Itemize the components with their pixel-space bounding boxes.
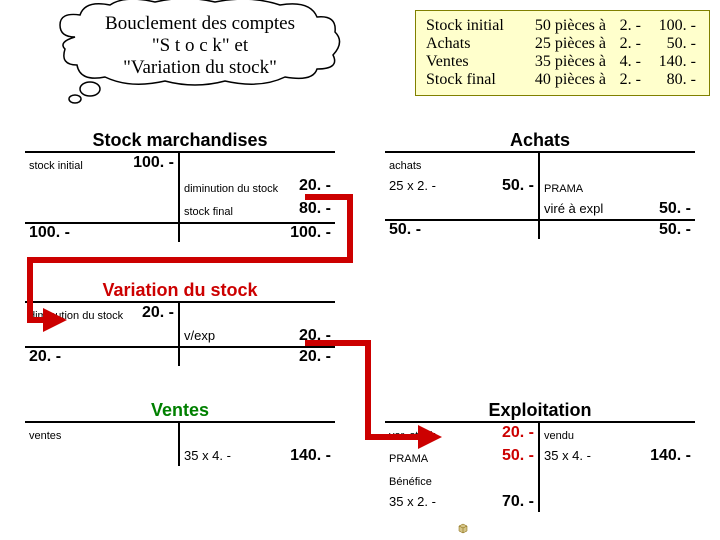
account-row: Bénéfice	[385, 469, 695, 492]
account-row: diminution du stock 20. -	[25, 303, 335, 326]
info-qty: 25 pièces à	[521, 35, 606, 53]
bubble-line2: "S t o c k" et	[70, 35, 330, 57]
info-label: Stock final	[426, 71, 521, 89]
info-qty: 35 pièces à	[521, 53, 606, 71]
account-close: 100. - 100. -	[25, 222, 335, 242]
row-right-amount: 20. -	[299, 326, 331, 346]
info-price: 2. -	[606, 35, 641, 53]
row-right-label: viré à expl	[544, 199, 603, 219]
row-left-label: var. stock	[389, 423, 435, 446]
row-left-amount: 70. -	[502, 492, 534, 512]
row-left-label: 35 x 2. -	[389, 492, 436, 512]
row-right-amount: 140. -	[290, 446, 331, 466]
row-right-label: 35 x 4. -	[184, 446, 231, 466]
row-right-label: PRAMA	[544, 176, 583, 199]
cube-icon	[457, 522, 469, 534]
info-row: Stock initial50 pièces à2. -100. -	[426, 17, 699, 35]
row-right-label: v/exp	[184, 326, 215, 346]
info-total: 50. -	[641, 35, 696, 53]
info-row: Achats25 pièces à2. -50. -	[426, 35, 699, 53]
account-title: Stock marchandises	[25, 130, 335, 151]
account-row: achats	[385, 153, 695, 176]
account-variation: Variation du stockdiminution du stock 20.…	[25, 280, 335, 366]
account-row: PRAMA 50. - 35 x 4. - 140. -	[385, 446, 695, 469]
thought-bubble: Bouclement des comptes "S t o c k" et "V…	[70, 5, 330, 85]
info-total: 100. -	[641, 17, 696, 35]
row-right-label: 35 x 4. -	[544, 446, 591, 469]
row-right-label: diminution du stock	[184, 176, 278, 199]
row-left-amount: 50. -	[502, 446, 534, 469]
close-right: 20. -	[299, 348, 331, 366]
bubble-line1: Bouclement des comptes	[70, 13, 330, 35]
info-label: Ventes	[426, 53, 521, 71]
info-label: Stock initial	[426, 17, 521, 35]
close-left: 20. -	[29, 348, 61, 366]
info-price: 2. -	[606, 71, 641, 89]
row-right-amount: 20. -	[299, 176, 331, 199]
info-total: 140. -	[641, 53, 696, 71]
row-left-amount: 50. -	[502, 176, 534, 199]
account-row: 35 x 4. - 140. -	[25, 446, 335, 466]
row-right-amount: 80. -	[299, 199, 331, 222]
info-label: Achats	[426, 35, 521, 53]
close-left: 50. -	[389, 221, 421, 239]
row-left-label: ventes	[29, 423, 61, 446]
account-achats: Achatsachats25 x 2. - 50. - PRAMAviré à ex…	[385, 130, 695, 239]
row-left-amount: 20. -	[142, 303, 174, 326]
row-left-amount: 100. -	[133, 153, 174, 176]
row-left-label: achats	[389, 153, 421, 176]
close-right: 50. -	[659, 221, 691, 239]
account-title: Ventes	[25, 400, 335, 421]
account-row: v/exp 20. -	[25, 326, 335, 346]
account-close: 50. - 50. -	[385, 219, 695, 239]
account-ventes: Ventesventes 35 x 4. - 140. -	[25, 400, 335, 466]
row-left-label: PRAMA	[389, 446, 428, 469]
info-row: Stock final40 pièces à2. -80. -	[426, 71, 699, 89]
stock-info-box: Stock initial50 pièces à2. -100. -Achats…	[415, 10, 710, 96]
row-left-label: diminution du stock	[29, 303, 123, 326]
row-right-amount: 50. -	[659, 199, 691, 219]
info-price: 4. -	[606, 53, 641, 71]
row-left-label: 25 x 2. -	[389, 176, 436, 199]
info-price: 2. -	[606, 17, 641, 35]
account-row: diminution du stock 20. -	[25, 176, 335, 199]
row-right-label: vendu	[544, 423, 574, 446]
account-row: 35 x 2. - 70. -	[385, 492, 695, 512]
close-left: 100. -	[29, 224, 70, 242]
row-left-label: stock initial	[29, 153, 83, 176]
account-row: 25 x 2. - 50. - PRAMA	[385, 176, 695, 199]
account-row: stock initial 100. -	[25, 153, 335, 176]
info-qty: 50 pièces à	[521, 17, 606, 35]
info-row: Ventes35 pièces à4. -140. -	[426, 53, 699, 71]
account-row: viré à expl 50. -	[385, 199, 695, 219]
row-right-label: stock final	[184, 199, 233, 222]
account-stock: Stock marchandisesstock initial100. -dim…	[25, 130, 335, 242]
account-row: var. stock 20. - vendu	[385, 423, 695, 446]
info-total: 80. -	[641, 71, 696, 89]
account-title: Variation du stock	[25, 280, 335, 301]
account-row: ventes	[25, 423, 335, 446]
account-close: 20. - 20. -	[25, 346, 335, 366]
info-qty: 40 pièces à	[521, 71, 606, 89]
account-row: stock final 80. -	[25, 199, 335, 222]
row-right-amount: 140. -	[650, 446, 691, 469]
bubble-line3: "Variation du stock"	[70, 57, 330, 79]
account-exploitation: Exploitationvar. stock 20. - vendu PRAMA 50.…	[385, 400, 695, 512]
account-title: Achats	[385, 130, 695, 151]
account-title: Exploitation	[385, 400, 695, 421]
close-right: 100. -	[290, 224, 331, 242]
row-left-label: Bénéfice	[389, 469, 432, 492]
row-left-amount: 20. -	[502, 423, 534, 446]
